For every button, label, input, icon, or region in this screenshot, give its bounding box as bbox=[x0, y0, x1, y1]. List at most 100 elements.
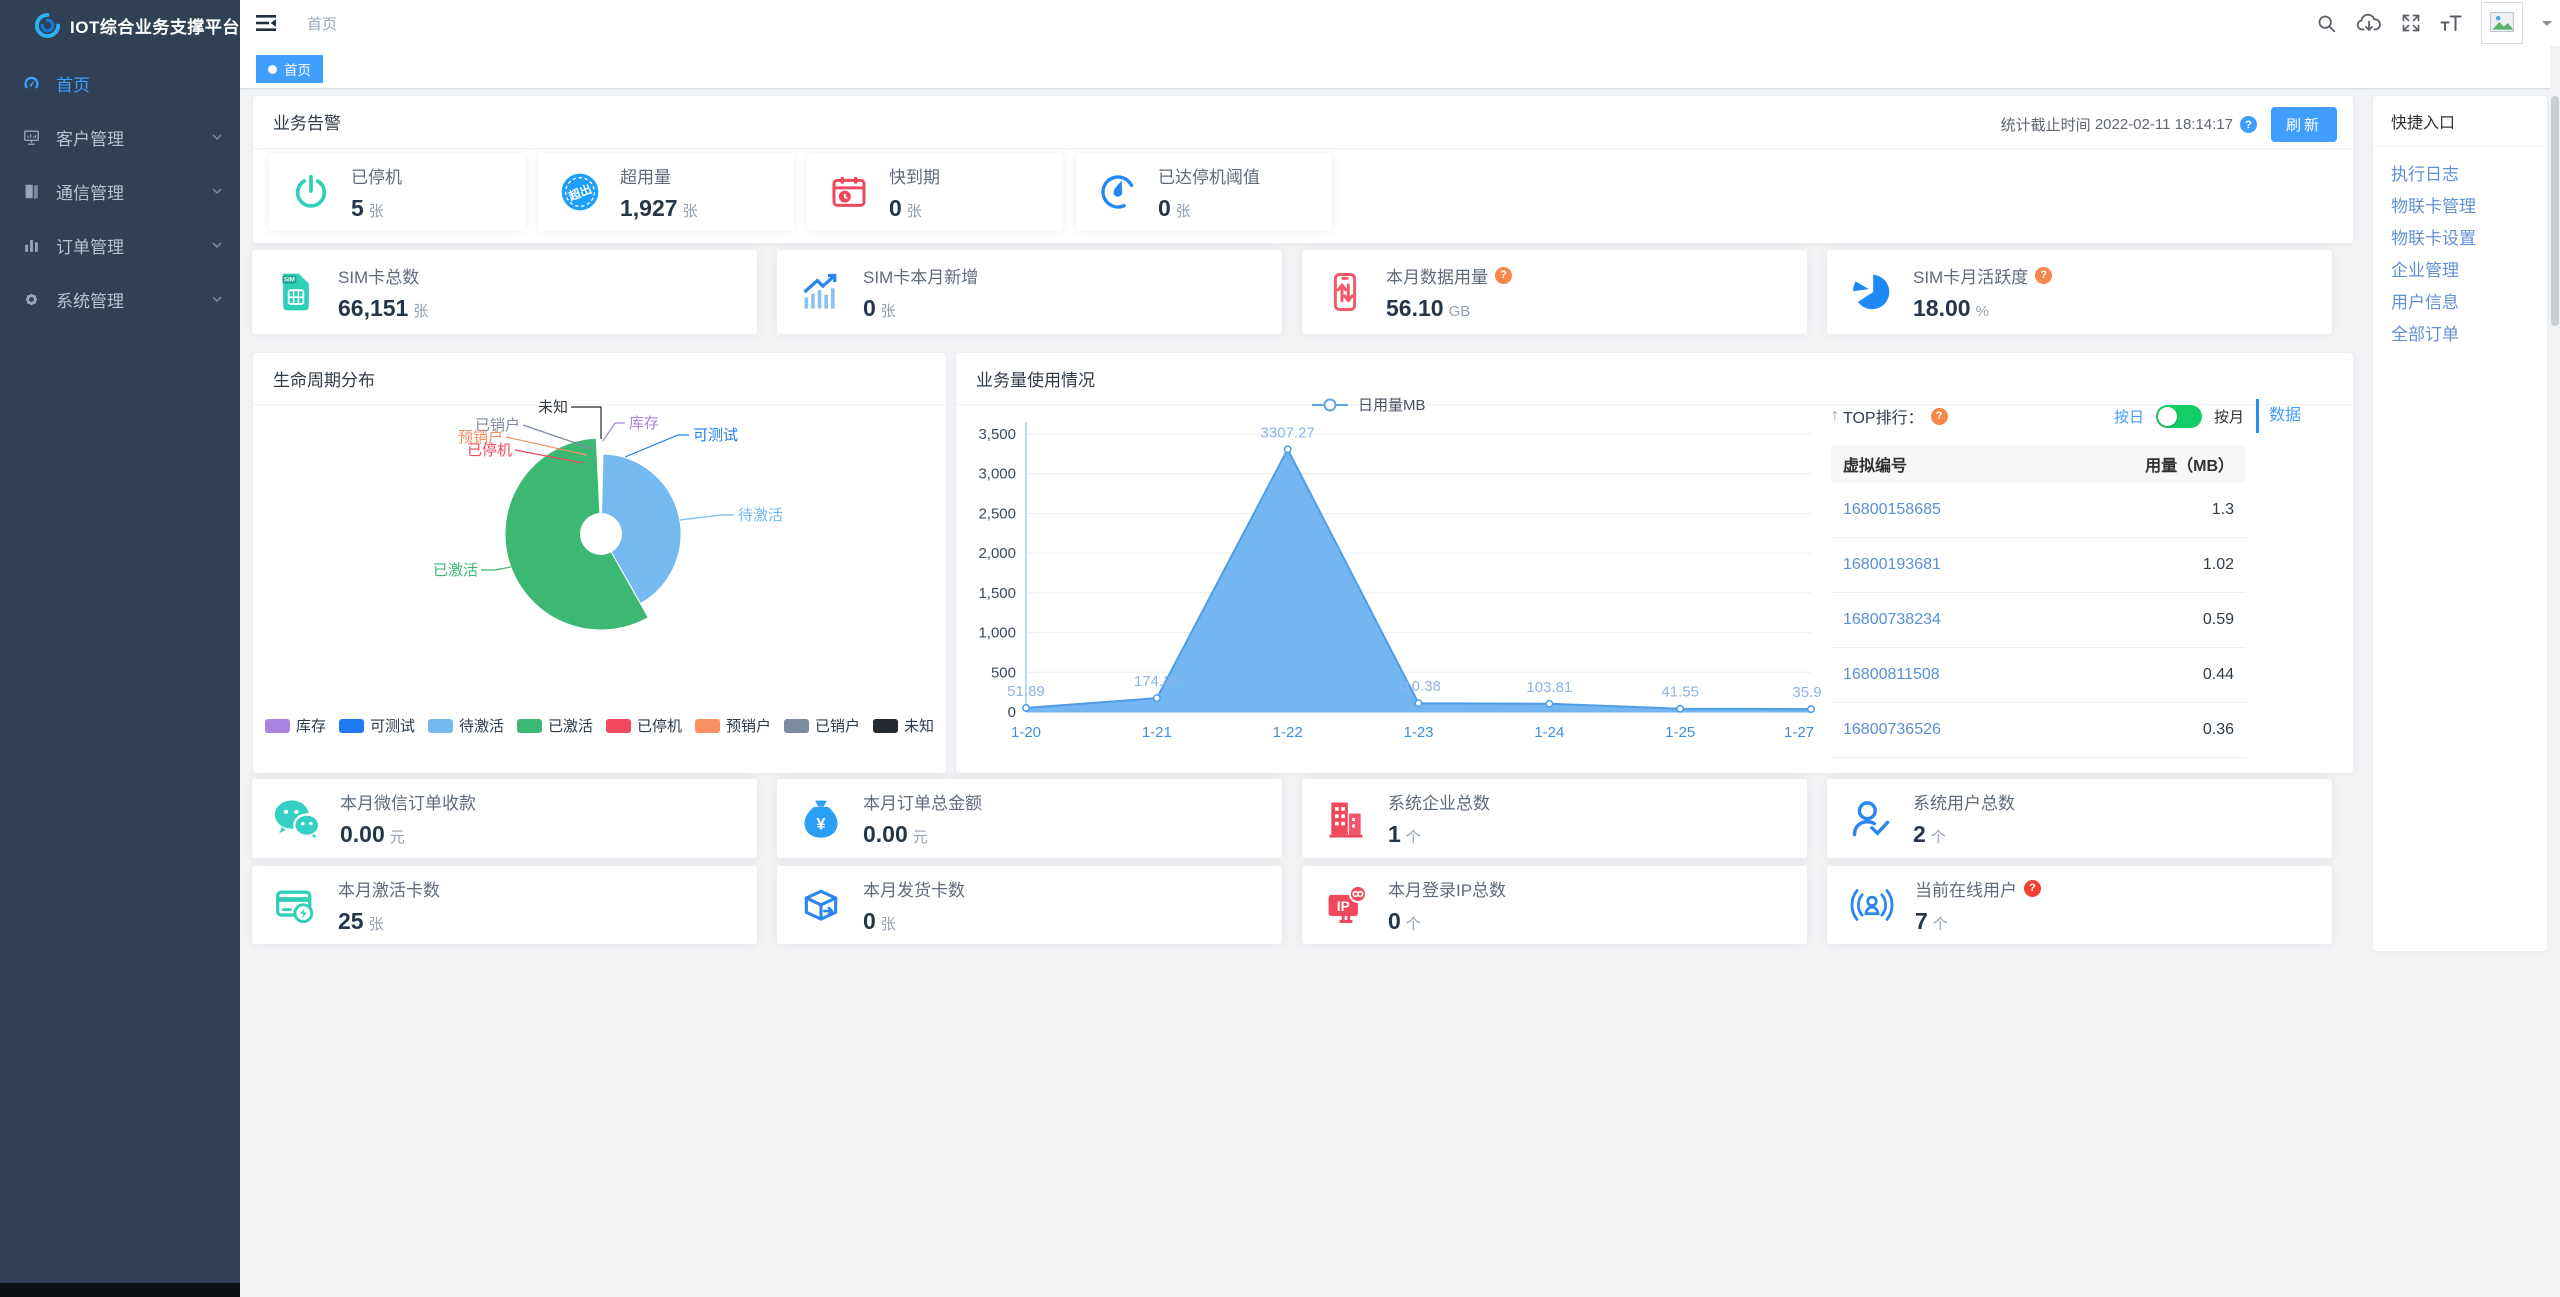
legend-label: 预销户 bbox=[726, 718, 772, 735]
svg-text:51.89: 51.89 bbox=[1007, 683, 1045, 700]
sidebar-collapse-icon[interactable] bbox=[255, 13, 277, 33]
kpi-label: SIM卡总数 bbox=[338, 267, 420, 287]
svg-text:0: 0 bbox=[1008, 704, 1016, 721]
quick-link-exec-log[interactable]: 执行日志 bbox=[2391, 165, 2459, 184]
usage-value: 0.59 bbox=[2202, 611, 2234, 628]
stat-unit: 个 bbox=[1932, 915, 1948, 933]
legend-item[interactable]: 已停机 bbox=[606, 715, 682, 736]
sidebar-item-label: 通信管理 bbox=[56, 183, 124, 203]
legend-item[interactable]: 已销户 bbox=[784, 715, 860, 736]
help-icon[interactable]: ? bbox=[1495, 266, 1512, 284]
scrollbar-thumb[interactable] bbox=[2551, 96, 2559, 326]
tab-active-dot bbox=[268, 64, 277, 74]
stat-label: 本月微信订单收款 bbox=[340, 794, 476, 813]
sidebar-item-home[interactable]: 首页 bbox=[0, 56, 240, 110]
virtual-number-link[interactable]: 16800193681 bbox=[1843, 556, 1941, 573]
sidebar-item-label: 客户管理 bbox=[56, 129, 124, 149]
switch-monthly-label[interactable]: 按月 bbox=[2213, 408, 2244, 426]
virtual-number-link[interactable]: 16800738234 bbox=[1843, 611, 1941, 628]
data-link[interactable]: 数据 bbox=[2255, 399, 2301, 433]
kpi-unit: 张 bbox=[413, 302, 429, 320]
quick-link-iot-card-mgmt[interactable]: 物联卡管理 bbox=[2391, 197, 2476, 216]
stat-value: 1,927 bbox=[620, 194, 678, 221]
stat-value: 0 bbox=[1158, 194, 1171, 221]
sort-arrow-icon: ↑ bbox=[1831, 407, 1839, 424]
virtual-number-link[interactable]: 16800736526 bbox=[1843, 721, 1941, 738]
sidebar-item-communication[interactable]: 通信管理 bbox=[0, 164, 240, 218]
svg-text:174.36: 174.36 bbox=[1134, 673, 1180, 690]
sidebar-footer-strip bbox=[0, 1283, 240, 1297]
sidebar-item-orders[interactable]: 订单管理 bbox=[0, 218, 240, 272]
kpi-label: SIM卡月活跃度 bbox=[1913, 267, 2029, 287]
stat-value: 0 bbox=[889, 194, 902, 221]
help-icon[interactable]: ? bbox=[2239, 116, 2257, 133]
top-ranking-title: TOP排行： bbox=[1843, 410, 1924, 427]
legend-swatch bbox=[427, 718, 453, 733]
legend-item[interactable]: 待激活 bbox=[427, 715, 504, 736]
breadcrumb[interactable]: 首页 bbox=[307, 15, 338, 33]
scrollbar-track[interactable] bbox=[2550, 46, 2560, 1297]
legend-item[interactable]: 未知 bbox=[873, 715, 934, 736]
tab-home[interactable]: 首页 bbox=[256, 55, 323, 83]
search-icon[interactable] bbox=[2316, 13, 2337, 34]
legend-item[interactable]: 预销户 bbox=[695, 715, 771, 736]
help-icon[interactable]: ? bbox=[2035, 266, 2053, 284]
logo-swirl-icon bbox=[34, 12, 61, 39]
legend-item[interactable]: 可测试 bbox=[338, 715, 415, 736]
avatar[interactable] bbox=[2481, 2, 2523, 44]
daily-monthly-toggle[interactable] bbox=[2155, 404, 2202, 428]
svg-text:3,000: 3,000 bbox=[978, 466, 1016, 483]
stat-order-amount: ¥ 本月订单总金额 0.00 元 bbox=[777, 779, 1282, 858]
legend-label: 未知 bbox=[904, 718, 935, 735]
column-header-usage: 用量（MB） bbox=[2145, 458, 2234, 475]
stat-value: 0 bbox=[863, 907, 876, 934]
quick-links: 执行日志 物联卡管理 物联卡设置 企业管理 用户信息 全部订单 bbox=[2373, 147, 2547, 363]
help-icon[interactable]: ? bbox=[2024, 879, 2041, 897]
refresh-button[interactable]: 刷新 bbox=[2270, 107, 2337, 142]
quick-link-iot-card-settings[interactable]: 物联卡设置 bbox=[2391, 229, 2476, 248]
legend-item[interactable]: 库存 bbox=[264, 715, 326, 736]
kpi-label: SIM卡本月新增 bbox=[863, 267, 979, 287]
avatar-caret-icon[interactable] bbox=[2542, 21, 2552, 31]
usage-value: 1.02 bbox=[2202, 556, 2234, 573]
card-activate-icon bbox=[274, 883, 318, 927]
usage-value: 0.36 bbox=[2202, 721, 2234, 738]
virtual-number-link[interactable]: 16800811508 bbox=[1843, 666, 1940, 683]
chart-bar-icon bbox=[22, 236, 54, 255]
stat-label: 本月激活卡数 bbox=[338, 880, 440, 900]
font-size-icon[interactable] bbox=[2440, 14, 2462, 32]
sidebar-item-customers[interactable]: 客户管理 bbox=[0, 110, 240, 164]
stat-unit: 张 bbox=[906, 202, 922, 220]
stat-unit: 元 bbox=[912, 829, 928, 846]
quick-link-enterprise-mgmt[interactable]: 企业管理 bbox=[2391, 261, 2459, 280]
kpi-value: 0 bbox=[863, 294, 876, 321]
cloud-download-icon[interactable] bbox=[2356, 12, 2382, 34]
stat-unit: 张 bbox=[880, 915, 896, 933]
usage-value: 0.44 bbox=[2202, 666, 2234, 683]
virtual-number-link[interactable]: 16800158685 bbox=[1843, 501, 1941, 518]
quick-link-user-info[interactable]: 用户信息 bbox=[2391, 293, 2459, 312]
stat-value: 0.00 bbox=[340, 821, 385, 847]
usage-card: 业务量使用情况 0 500 1,000 1,500 2,000 2,500 3,000 3,5… bbox=[955, 352, 2354, 774]
lifecycle-card-title: 生命周期分布 bbox=[273, 371, 375, 390]
fullscreen-icon[interactable] bbox=[2401, 13, 2421, 33]
svg-text:500: 500 bbox=[991, 664, 1016, 681]
svg-text:1-22: 1-22 bbox=[1273, 724, 1303, 741]
stat-unit: 元 bbox=[389, 829, 405, 846]
switch-daily-label[interactable]: 按日 bbox=[2113, 408, 2144, 426]
stat-label: 系统用户总数 bbox=[1913, 794, 2015, 813]
toggle-knob bbox=[2157, 406, 2177, 426]
shipping-box-icon bbox=[799, 883, 843, 927]
legend-item[interactable]: 已激活 bbox=[516, 715, 593, 736]
lifecycle-pie-chart: 未知 已销户 预销户 已停机 库存 可测试 待激活 已激活 bbox=[433, 399, 783, 631]
kpi-sim-total: SIM SIM卡总数 66,151 张 bbox=[252, 250, 757, 334]
svg-text:已销户: 已销户 bbox=[475, 417, 520, 434]
help-icon[interactable]: ? bbox=[1930, 407, 1948, 425]
sidebar-item-system[interactable]: 系统管理 bbox=[0, 272, 240, 326]
app-logo[interactable]: IOT综合业务支撑平台 bbox=[0, 0, 240, 50]
chevron-down-icon bbox=[210, 238, 224, 252]
quick-link-all-orders[interactable]: 全部订单 bbox=[2391, 325, 2459, 344]
